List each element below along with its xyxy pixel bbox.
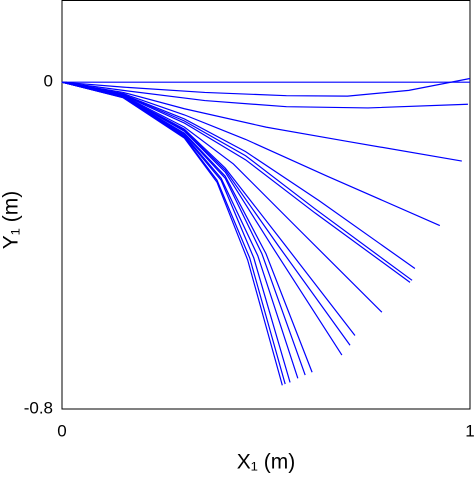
x-tick-label: 0 <box>57 421 66 440</box>
curve <box>61 81 291 383</box>
curve <box>61 81 343 356</box>
curve <box>61 81 468 109</box>
y-tick-label: 0 <box>44 72 53 91</box>
x-axis-label: X₁ (m) <box>237 451 295 474</box>
x-tick-label: 1 <box>465 421 474 440</box>
curve <box>61 81 416 269</box>
plot-area <box>61 0 471 410</box>
curve <box>61 77 471 97</box>
y-axis-label: Y₁ (m) <box>0 191 23 249</box>
curve <box>61 81 283 386</box>
y-tick-label: -0.8 <box>24 398 53 417</box>
curve <box>61 81 413 281</box>
curve <box>61 81 441 227</box>
curve <box>61 81 356 336</box>
curve <box>61 81 351 346</box>
curve <box>61 81 462 162</box>
